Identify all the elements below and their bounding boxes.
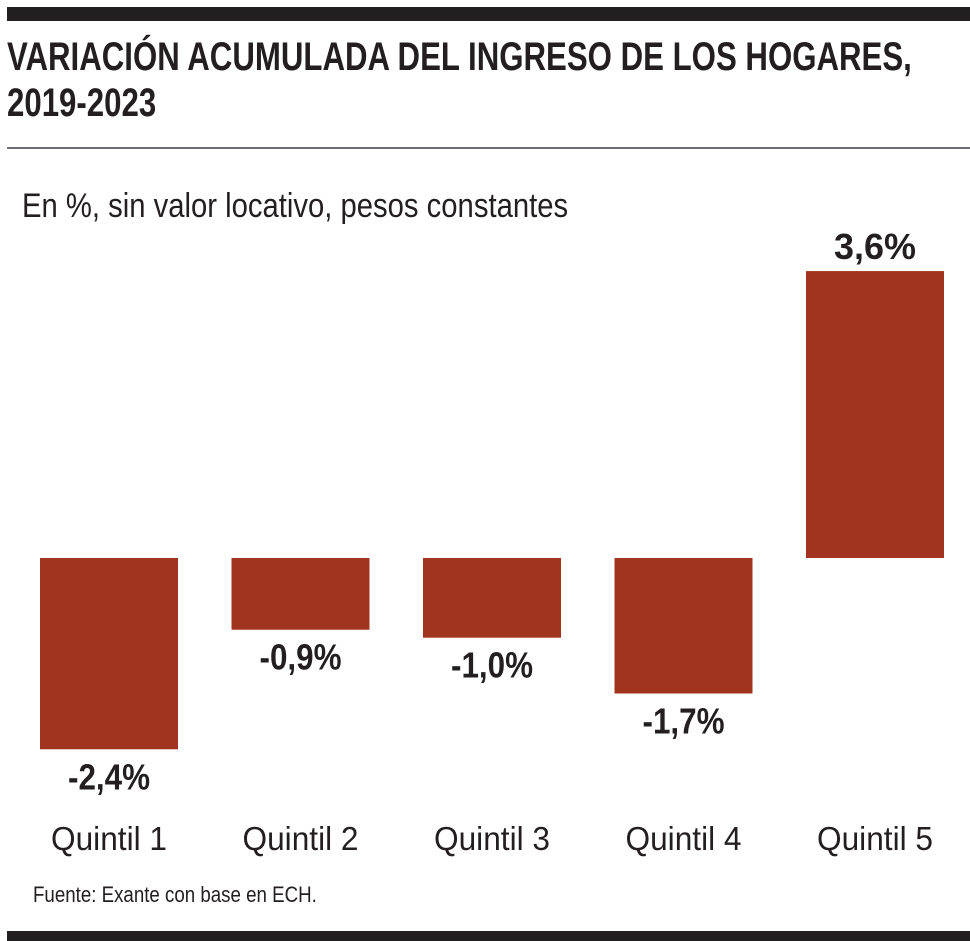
category-label-2: Quintil 2 (243, 820, 359, 857)
category-label-5: Quintil 5 (817, 820, 933, 857)
value-label-4: -1,7% (643, 700, 725, 741)
bar-1 (40, 558, 178, 750)
value-label-1: -2,4% (68, 756, 150, 797)
category-label-1: Quintil 1 (51, 820, 167, 857)
chart-subtitle: En %, sin valor locativo, pesos constant… (22, 187, 569, 225)
value-label-3: -1,0% (451, 645, 533, 686)
bar-4 (614, 558, 753, 694)
bar-5 (806, 271, 944, 558)
category-label-3: Quintil 3 (434, 820, 550, 857)
source-note: Fuente: Exante con base en ECH. (33, 882, 317, 907)
category-label-4: Quintil 4 (626, 820, 742, 857)
top-rule (7, 7, 970, 21)
chart-title: VARIACIÓN ACUMULADA DEL INGRESO DE LOS H… (7, 34, 966, 126)
bar-2 (231, 558, 370, 630)
title-divider (7, 147, 970, 149)
chart-title-line-2: 2019-2023 (7, 81, 157, 125)
bar-3 (423, 558, 561, 638)
value-label-5: 3,6% (834, 226, 916, 267)
chart-title-line-1: VARIACIÓN ACUMULADA DEL INGRESO DE LOS H… (7, 35, 912, 79)
value-label-2: -0,9% (260, 637, 342, 678)
bottom-rule (7, 931, 970, 941)
